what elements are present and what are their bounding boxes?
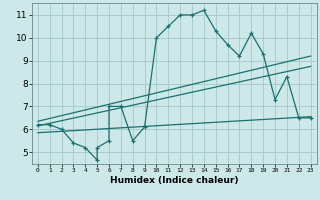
X-axis label: Humidex (Indice chaleur): Humidex (Indice chaleur): [110, 176, 238, 185]
